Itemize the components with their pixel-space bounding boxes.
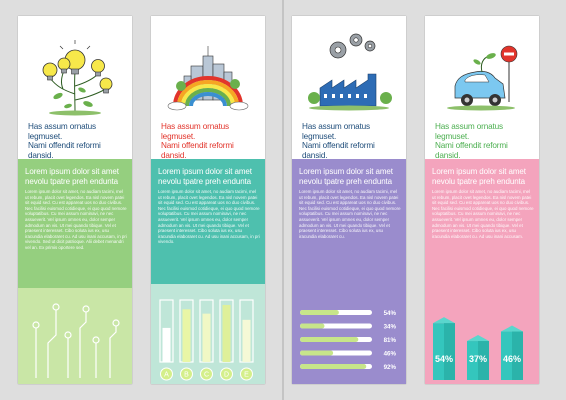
- panel-body-text: Lorem ipsum dolor sit amet, no audiam ta…: [158, 189, 260, 245]
- bar-fill: [242, 319, 251, 362]
- panel-body-text: Lorem ipsum dolor sit amet, no audiam ta…: [299, 189, 401, 239]
- bar-label: A: [164, 372, 169, 379]
- panel-title: Lorem ipsum dolor sit amet nevolu tpatre…: [432, 167, 526, 186]
- bar-label: D: [224, 372, 229, 379]
- heading-line-2: Nami offendit reformi dansid.: [28, 141, 101, 160]
- card-heading: Has assum ornatus legmuset. Nami offendi…: [161, 122, 261, 160]
- bar-badge: [160, 367, 173, 381]
- bar-label: E: [244, 372, 249, 379]
- panel-body-text: Lorem ipsum dolor sit amet, no audiam ta…: [25, 189, 127, 250]
- panel-title: Lorem ipsum dolor sit amet nevolu tpatre…: [158, 167, 252, 186]
- bar-label: B: [184, 372, 189, 379]
- heading-line-1: Has assum ornatus legmuset.: [435, 122, 503, 141]
- percent-columns-graphic: 54% 37% 46%: [433, 317, 523, 380]
- content-panel: Lorem ipsum dolor sit amet nevolu tpatre…: [151, 159, 265, 384]
- bar-label: C: [204, 372, 209, 379]
- panel-title: Lorem ipsum dolor sit amet nevolu tpatre…: [25, 167, 119, 186]
- panel-title: Lorem ipsum dolor sit amet nevolu tpatre…: [299, 167, 393, 186]
- bar-badge: [180, 367, 193, 381]
- column-top: [467, 335, 489, 342]
- content-panel: Lorem ipsum dolor sit amet nevolu tpatre…: [292, 159, 406, 384]
- column-side: [512, 331, 523, 380]
- column-label: 37%: [469, 354, 487, 364]
- content-panel: Lorem ipsum dolor sit amet nevolu tpatre…: [425, 159, 539, 384]
- bar-badge: [200, 367, 213, 381]
- banner-card-1: Has assum ornatus legmuset. Nami offendi…: [18, 16, 132, 384]
- bar-columns-graphic: A B C D E: [151, 284, 265, 384]
- heading-line-2: Nami offendit reformi dansid.: [161, 141, 234, 160]
- banner-card-4: Has assum ornatus legmuset. Nami offendi…: [425, 16, 539, 384]
- column-side: [478, 341, 489, 380]
- page-spine: [282, 0, 284, 400]
- bar-fill: [202, 313, 211, 362]
- bar-badge: [220, 367, 233, 381]
- column-top: [501, 325, 523, 332]
- column-label: 54%: [435, 354, 453, 364]
- progress-label: 46%: [384, 351, 397, 358]
- bar-fill: [222, 304, 231, 362]
- progress-fill: [300, 310, 339, 315]
- progress-fill: [300, 323, 325, 329]
- column-top: [433, 317, 455, 324]
- progress-label: 92%: [384, 364, 397, 371]
- heading-line-1: Has assum ornatus legmuset.: [302, 122, 370, 141]
- bar-badge: [240, 367, 253, 381]
- factory-gears-icon: [308, 33, 392, 111]
- progress-label: 54%: [384, 310, 397, 317]
- city-rainbow-icon: [167, 46, 249, 111]
- circuit-lines-graphic: [18, 288, 132, 384]
- progress-fill: [300, 350, 334, 356]
- bar-fill: [182, 309, 191, 362]
- panel-body-text: Lorem ipsum dolor sit amet, no audiam ta…: [432, 189, 534, 239]
- progress-bars-graphic: 54% 34% 81% 46% 92%: [300, 310, 397, 371]
- heading-line-2: Nami offendit reformi dansid.: [302, 141, 375, 160]
- progress-label: 81%: [384, 337, 397, 344]
- card-heading: Has assum ornatus legmuset. Nami offendi…: [302, 122, 402, 160]
- banner-card-2: Has assum ornatus legmuset. Nami offendi…: [151, 16, 265, 384]
- heading-line-1: Has assum ornatus legmuset.: [161, 122, 229, 141]
- lightbulb-plants-icon: [42, 40, 113, 116]
- column-side: [444, 323, 455, 380]
- progress-label: 34%: [384, 324, 397, 331]
- content-panel: Lorem ipsum dolor sit amet nevolu tpatre…: [18, 159, 132, 384]
- card-heading: Has assum ornatus legmuset. Nami offendi…: [435, 122, 535, 160]
- heading-line-1: Has assum ornatus legmuset.: [28, 122, 96, 141]
- progress-fill: [300, 337, 359, 342]
- column-label: 46%: [503, 354, 521, 364]
- eco-car-icon: [447, 45, 518, 111]
- progress-fill: [300, 364, 367, 369]
- heading-line-2: Nami offendit reformi dansid.: [435, 141, 508, 160]
- bar-fill: [162, 327, 171, 362]
- card-heading: Has assum ornatus legmuset. Nami offendi…: [28, 122, 128, 160]
- banner-card-3: Has assum ornatus legmuset. Nami offendi…: [292, 16, 406, 384]
